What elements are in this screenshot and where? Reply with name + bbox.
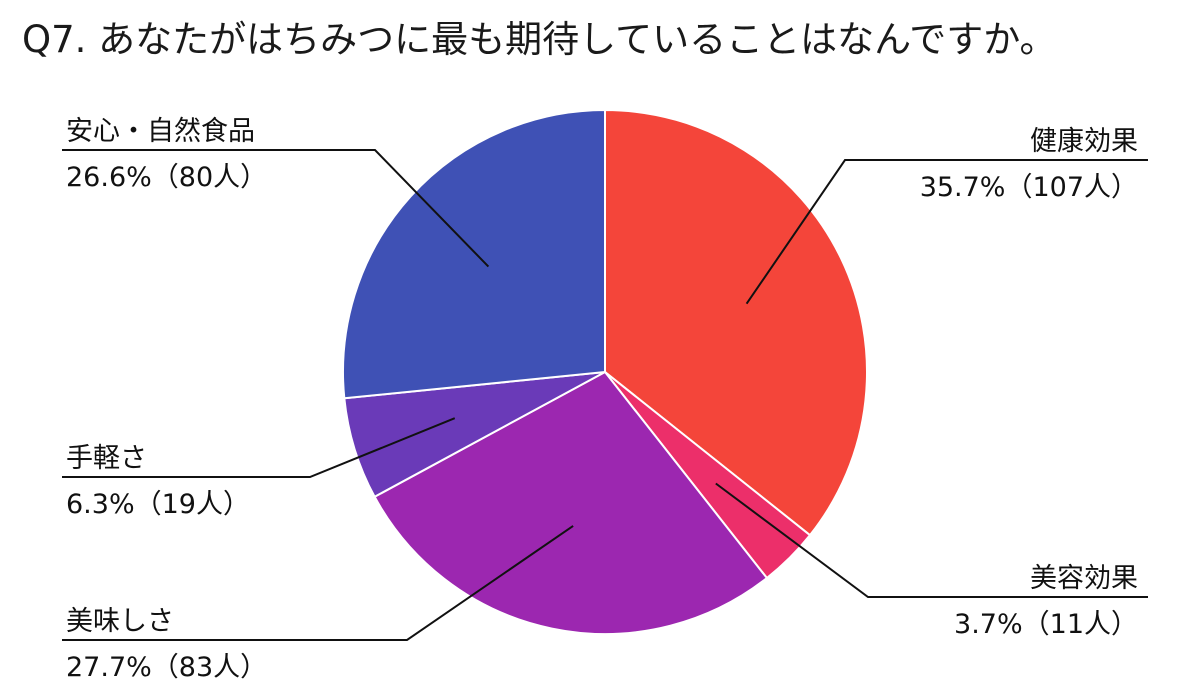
slice-name-label: 健康効果 [1030, 126, 1138, 157]
leader-line [745, 159, 1148, 305]
leader-line [62, 417, 456, 478]
slice-value-label: 26.6%（80人） [66, 162, 267, 193]
slice-name-label: 美容効果 [1030, 563, 1138, 594]
chart-title: Q7. あなたがはちみつに最も期待していることはなんですか。 [22, 18, 1056, 61]
slice-labels: 健康効果 35.7%（107人） 美容効果 3.7%（11人） 美味しさ 27.7%（83… [66, 116, 1138, 683]
slice-value-label: 27.7%（83人） [66, 652, 267, 683]
pie-slice [373, 370, 769, 635]
leader-line [62, 525, 574, 641]
pie-slice [342, 108, 606, 400]
slice-name-label: 手軽さ [66, 443, 147, 474]
pie-slices [342, 108, 868, 635]
slice-value-label: 3.7%（11人） [954, 609, 1138, 640]
leader-line [62, 149, 490, 268]
slice-name-label: 美味しさ [66, 606, 174, 637]
pie-slice [604, 108, 868, 537]
slice-value-label: 35.7%（107人） [920, 172, 1138, 203]
slice-name-label: 安心・自然食品 [66, 116, 255, 147]
leader-lines [62, 149, 1148, 641]
slice-value-label: 6.3%（19人） [66, 489, 250, 520]
leader-line [715, 482, 1148, 598]
